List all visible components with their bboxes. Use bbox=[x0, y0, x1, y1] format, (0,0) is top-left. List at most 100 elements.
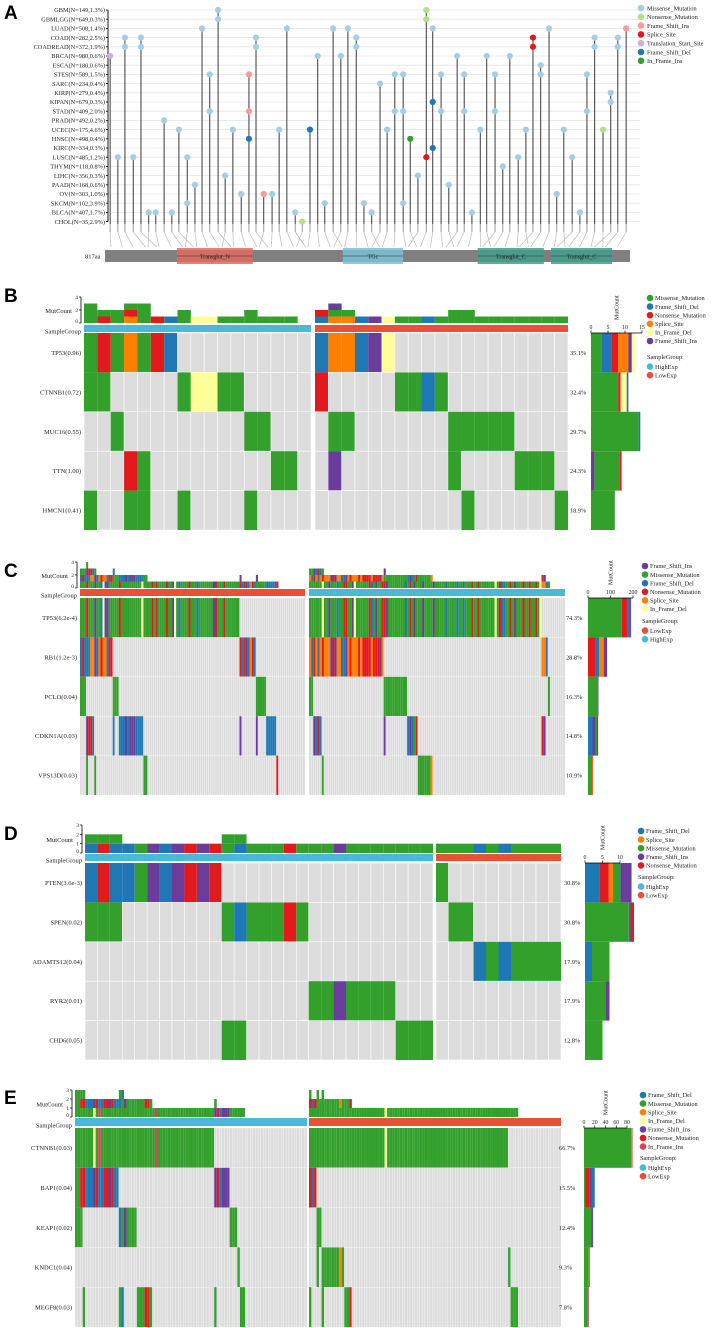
side-bar-segment bbox=[627, 598, 631, 638]
mutation-cell bbox=[137, 333, 151, 373]
mutation-cell bbox=[469, 598, 472, 638]
empty-cell bbox=[192, 676, 195, 717]
mutcount-bar-segment bbox=[174, 581, 177, 588]
empty-cell bbox=[233, 980, 247, 1021]
lollipop-connector bbox=[590, 231, 595, 248]
empty-cell bbox=[245, 716, 248, 756]
mutcount-bar-segment bbox=[361, 1108, 365, 1117]
mutcount-bar-segment bbox=[330, 575, 333, 582]
empty-cell bbox=[139, 1247, 143, 1288]
empty-cell bbox=[376, 1207, 380, 1248]
mutation-cell bbox=[356, 1128, 360, 1168]
mutcount-bar-segment bbox=[409, 581, 412, 588]
lollipop-connector bbox=[317, 231, 320, 248]
empty-cell bbox=[553, 1167, 557, 1208]
empty-cell bbox=[455, 1167, 458, 1208]
empty-cell bbox=[172, 1167, 176, 1208]
mutation-cell bbox=[86, 637, 89, 677]
cancer-label: THYM(N=118,0.8%) bbox=[50, 164, 105, 171]
empty-cell bbox=[515, 1167, 519, 1208]
legend-label: Frame_Shift_Ins bbox=[647, 23, 690, 30]
mutcount-bar-segment bbox=[424, 1108, 428, 1117]
empty-cell bbox=[297, 490, 312, 531]
empty-cell bbox=[520, 676, 523, 717]
mutcount-bar-segment bbox=[172, 1108, 176, 1117]
empty-cell bbox=[296, 1287, 300, 1328]
mutcount-bar-segment bbox=[317, 581, 320, 588]
mutcount-bar-segment bbox=[80, 1108, 83, 1117]
mutation-cell bbox=[377, 1128, 380, 1168]
empty-cell bbox=[434, 332, 449, 373]
empty-cell bbox=[137, 755, 140, 796]
mutcount-tick-label: 0 bbox=[75, 319, 78, 325]
mutcount-bar-segment bbox=[87, 1099, 91, 1108]
mutation-cell bbox=[190, 372, 205, 412]
empty-cell bbox=[134, 980, 148, 1021]
mutcount-bar-segment bbox=[309, 1099, 312, 1108]
mutation-cell bbox=[198, 598, 201, 638]
mutation-cell bbox=[96, 637, 99, 677]
mutcount-bar-segment bbox=[432, 1108, 435, 1117]
cancer-label: STES(N=589,1.5%) bbox=[54, 72, 105, 79]
mutcount-bar-segment bbox=[428, 575, 431, 582]
empty-cell bbox=[485, 755, 489, 796]
mutcount-bar-segment bbox=[356, 1108, 360, 1117]
mutation-cell bbox=[120, 716, 123, 756]
empty-cell bbox=[255, 1287, 259, 1328]
mutcount-bar-segment bbox=[126, 1099, 130, 1108]
mutcount-bar-segment bbox=[203, 1108, 207, 1117]
empty-cell bbox=[475, 637, 478, 677]
mutcount-bar-segment bbox=[137, 575, 140, 582]
mutcount-bar-segment bbox=[498, 581, 501, 588]
empty-cell bbox=[171, 755, 175, 796]
empty-cell bbox=[509, 755, 512, 796]
legend-label: Splice_Site bbox=[648, 1109, 677, 1116]
mutcount-bar-segment bbox=[283, 843, 297, 853]
empty-cell bbox=[233, 941, 247, 982]
empty-cell bbox=[321, 1167, 325, 1208]
mutcount-bar-segment bbox=[90, 568, 93, 575]
mutation-cell bbox=[97, 902, 110, 942]
mutation-cell bbox=[334, 598, 337, 638]
mutcount-bar-segment bbox=[426, 581, 429, 588]
empty-cell bbox=[334, 1207, 337, 1248]
mutation-cell bbox=[411, 598, 414, 638]
empty-cell bbox=[196, 1167, 199, 1208]
empty-cell bbox=[292, 676, 295, 717]
lollipop-dot bbox=[344, 25, 352, 32]
mutation-cell bbox=[314, 1128, 317, 1168]
empty-cell bbox=[520, 637, 523, 677]
empty-cell bbox=[449, 1287, 453, 1328]
empty-cell bbox=[359, 1167, 363, 1208]
empty-cell bbox=[384, 1167, 388, 1208]
empty-cell bbox=[420, 980, 434, 1021]
mutation-cell bbox=[543, 637, 546, 677]
mutation-cell bbox=[163, 598, 166, 638]
empty-cell bbox=[284, 597, 287, 638]
mutation-cell bbox=[234, 1020, 247, 1060]
empty-cell bbox=[455, 1207, 458, 1248]
empty-cell bbox=[460, 755, 463, 796]
mutation-cell bbox=[434, 598, 437, 638]
empty-cell bbox=[152, 1287, 156, 1328]
mutation-cell bbox=[102, 598, 105, 638]
empty-cell bbox=[477, 716, 480, 756]
mutcount-bar-segment bbox=[450, 1108, 453, 1117]
mutcount-tick-label: 4 bbox=[71, 560, 74, 566]
empty-cell bbox=[535, 637, 538, 677]
empty-cell bbox=[381, 1247, 385, 1288]
empty-cell bbox=[85, 1247, 89, 1288]
mutation-cell bbox=[498, 598, 501, 638]
mutcount-bar-segment bbox=[106, 581, 109, 588]
mutcount-bar-segment bbox=[360, 581, 363, 588]
lollipop-dot bbox=[423, 6, 430, 14]
empty-cell bbox=[190, 1287, 194, 1328]
mutation-cell bbox=[537, 598, 540, 638]
legend-swatch bbox=[646, 363, 654, 370]
empty-cell bbox=[364, 1287, 368, 1328]
mutcount-bar-segment bbox=[194, 581, 197, 588]
lollipop-dot bbox=[461, 71, 468, 78]
mutation-cell bbox=[359, 1128, 362, 1168]
empty-cell bbox=[421, 411, 436, 452]
mutation-cell bbox=[347, 598, 350, 638]
